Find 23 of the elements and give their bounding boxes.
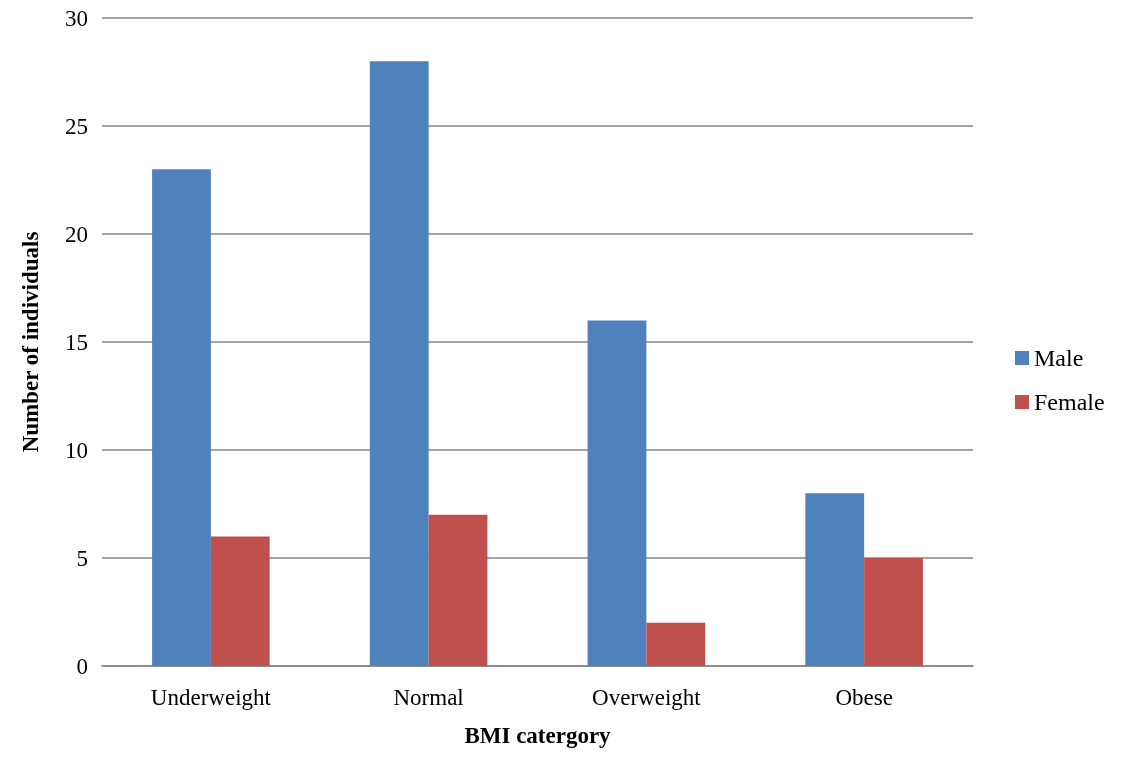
y-tick-label: 10	[65, 437, 88, 463]
x-tick-label: Obese	[835, 685, 893, 710]
y-tick-label: 20	[65, 221, 88, 247]
legend-label: Female	[1034, 389, 1105, 415]
y-tick-label: 5	[76, 545, 88, 571]
bar	[428, 514, 488, 666]
y-tick-label: 30	[65, 5, 88, 31]
bar	[369, 61, 429, 666]
y-axis-title: Number of individuals	[18, 231, 43, 453]
y-tick-label: 25	[65, 113, 88, 139]
bar	[210, 536, 270, 666]
bar	[152, 169, 211, 666]
bar	[805, 493, 865, 666]
x-tick-label: Normal	[393, 685, 464, 710]
x-tick-label: Underweight	[150, 685, 272, 710]
legend-label: Male	[1034, 345, 1084, 371]
x-axis-title: BMI catergory	[464, 723, 612, 748]
y-tick-label: 0	[76, 653, 88, 679]
bar	[646, 622, 706, 666]
y-tick-label: 15	[65, 329, 88, 355]
bar	[587, 320, 647, 666]
bar	[864, 558, 923, 666]
x-tick-label: Overweight	[592, 685, 702, 710]
